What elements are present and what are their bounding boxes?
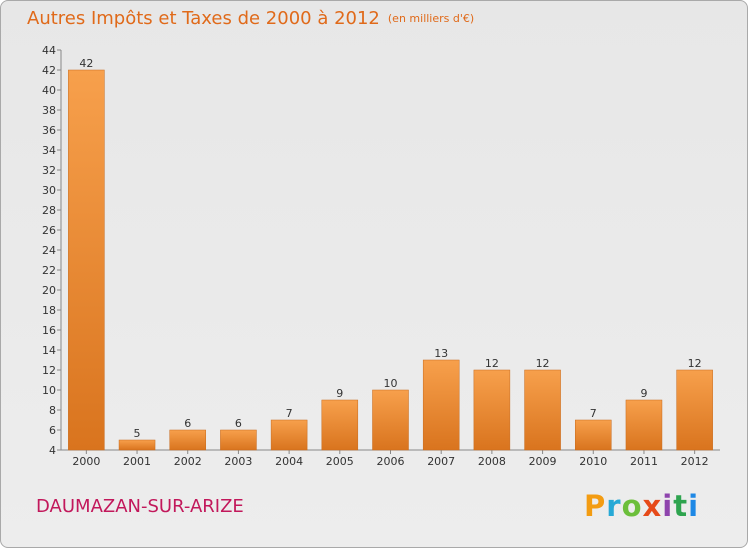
bar — [372, 389, 409, 451]
bar — [321, 399, 359, 451]
chart-title: Autres Impôts et Taxes de 2000 à 2012 (en… — [27, 8, 474, 29]
chart-bars: 42 5 6 6 7 9 10 13 12 12 7 9 12 — [68, 57, 713, 451]
y-tick-label: 44 — [42, 44, 56, 57]
bar — [169, 429, 206, 451]
bar — [220, 429, 257, 451]
bar-value-label: 13 — [434, 347, 448, 360]
y-tick-label: 38 — [42, 104, 56, 117]
bar — [575, 419, 612, 451]
y-tick-label: 18 — [42, 304, 56, 317]
logo-letter: t — [673, 489, 689, 523]
x-tick-label: 2000 — [72, 455, 100, 468]
y-tick-label: 36 — [42, 124, 56, 137]
bar — [676, 369, 713, 451]
bar — [422, 359, 460, 451]
logo-letter: x — [642, 489, 663, 523]
bar — [270, 419, 308, 451]
x-tick-label: 2010 — [579, 455, 607, 468]
commune-name: DAUMAZAN-SUR-ARIZE — [36, 496, 244, 517]
bar — [68, 69, 105, 451]
x-tick-label: 2011 — [630, 455, 658, 468]
x-tick-label: 2001 — [123, 455, 151, 468]
x-tick-label: 2009 — [529, 455, 557, 468]
logo-letter: i — [662, 489, 674, 523]
y-tick-label: 30 — [42, 184, 56, 197]
y-tick-label: 4 — [49, 444, 56, 457]
bar-value-label: 9 — [336, 387, 343, 400]
bar-value-label: 12 — [485, 357, 499, 370]
x-tick-label: 2006 — [377, 455, 405, 468]
bar-value-label: 12 — [536, 357, 550, 370]
x-tick-label: 2008 — [478, 455, 506, 468]
logo-letter: P — [584, 489, 607, 523]
y-tick-label: 34 — [42, 144, 56, 157]
bar — [625, 399, 663, 451]
x-tick-label: 2007 — [427, 455, 455, 468]
bar — [473, 369, 511, 451]
bar-value-label: 9 — [640, 387, 647, 400]
y-tick-label: 28 — [42, 204, 56, 217]
logo-letter: r — [606, 489, 622, 523]
y-tick-label: 6 — [49, 424, 56, 437]
y-tick-label: 12 — [42, 364, 56, 377]
logo-letter: i — [688, 489, 700, 523]
bar-value-label: 7 — [590, 407, 597, 420]
y-tick-label: 22 — [42, 264, 56, 277]
x-tick-label: 2003 — [224, 455, 252, 468]
x-tick-label: 2005 — [326, 455, 354, 468]
bar — [524, 369, 561, 451]
y-tick-label: 8 — [49, 404, 56, 417]
y-tick-label: 10 — [42, 384, 56, 397]
y-tick-label: 42 — [42, 64, 56, 77]
bar-value-label: 10 — [384, 377, 398, 390]
bar-value-label: 7 — [286, 407, 293, 420]
bar-value-label: 6 — [235, 417, 242, 430]
x-tick-label: 2002 — [174, 455, 202, 468]
bar-value-label: 12 — [688, 357, 702, 370]
chart-unit: (en milliers d'€) — [387, 12, 475, 25]
y-tick-label: 26 — [42, 224, 56, 237]
x-tick-label: 2004 — [275, 455, 303, 468]
y-tick-label: 16 — [42, 324, 56, 337]
y-tick-label: 24 — [42, 244, 56, 257]
bar — [118, 439, 156, 451]
proxiti-logo: Proxiti — [584, 489, 699, 523]
y-tick-label: 20 — [42, 284, 56, 297]
bar-value-label: 5 — [134, 427, 141, 440]
y-tick-label: 32 — [42, 164, 56, 177]
y-tick-label: 14 — [42, 344, 56, 357]
chart-axes: 4 6 8 10 12 14 16 18 20 22 24 26 28 30 32 34 36 38 40 42 44 2… — [42, 44, 720, 468]
chart-title-text: Autres Impôts et Taxes de 2000 à 2012 — [27, 8, 380, 29]
bar-value-label: 42 — [79, 57, 93, 70]
y-tick-label: 40 — [42, 84, 56, 97]
logo-letter: o — [621, 489, 643, 523]
bar-value-label: 6 — [184, 417, 191, 430]
x-tick-label: 2012 — [681, 455, 709, 468]
